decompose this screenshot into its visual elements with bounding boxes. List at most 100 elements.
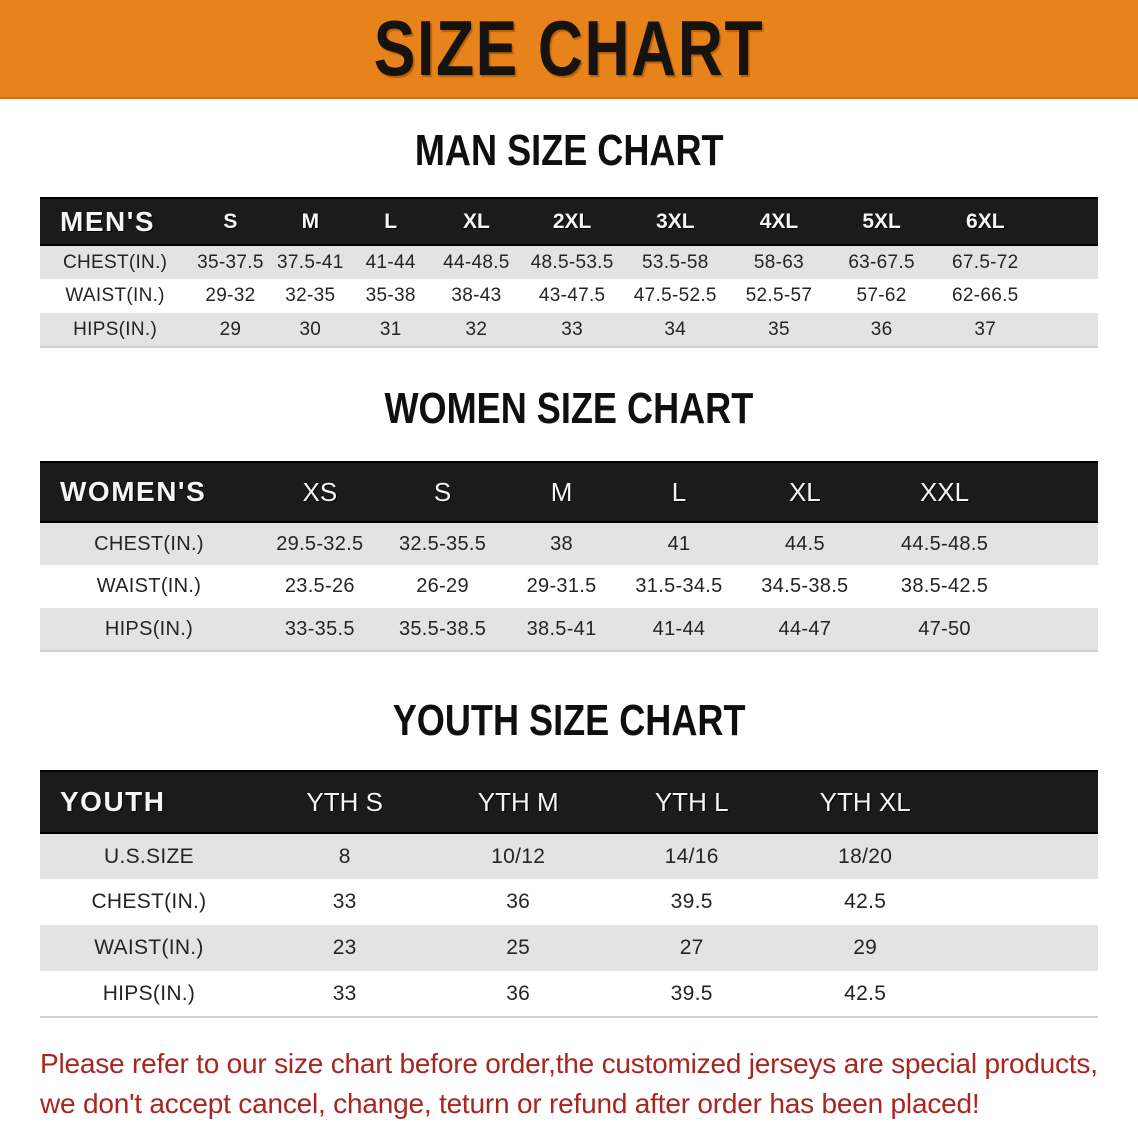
value-cell: 47.5-52.5 [633, 285, 717, 306]
filler-cell [1038, 245, 1098, 279]
value-cell: 36 [506, 981, 531, 1005]
size-header-cell: XS [257, 461, 382, 523]
filler-cell [1038, 279, 1098, 313]
size-header-cell: 3XL [622, 197, 728, 246]
size-header-cell: 4XL [727, 197, 831, 246]
value-cell: 29-31.5 [526, 575, 597, 597]
measurement-row: HIPS(IN.) 33-35.5 35.5-38.5 38.5-41 41-44 44-… [40, 608, 1098, 651]
size-header-cell: 5XL [830, 197, 933, 246]
value-cell: 18/20 [838, 844, 893, 868]
value-cell: 32.5-35.5 [398, 532, 487, 555]
value-cell: 32-35 [285, 285, 336, 306]
measurement-row: CHEST(IN.) 29.5-32.5 32.5-35.5 38 41 44.5 44.5… [40, 522, 1098, 565]
value-cell: 35 [768, 318, 790, 340]
men-size-table: MEN'S S M L XL 2XL 3XL 4XL 5XL 6XL CHEST(IN.) 35-37… [40, 197, 1098, 348]
value-cell: 39.5 [670, 981, 713, 1005]
value-cell: 33 [332, 981, 357, 1005]
size-header-cell: XL [738, 461, 872, 523]
size-header-cell: XXL [871, 461, 1018, 523]
value-cell: 57-62 [856, 285, 907, 306]
youth-size-table: YOUTH YTH S YTH M YTH L YTH XL U.S.SIZE 8 10/12… [40, 770, 1098, 1018]
filler-cell [1018, 565, 1098, 608]
value-cell: 33 [561, 318, 583, 340]
notice-line-1: Please refer to our size chart before or… [40, 1048, 1098, 1079]
size-header-cell: 6XL [932, 197, 1038, 246]
value-cell: 26-29 [416, 575, 469, 597]
value-cell: 31 [379, 318, 402, 340]
value-cell: 63-67.5 [848, 251, 915, 273]
value-cell: 38.5-42.5 [900, 575, 989, 597]
value-cell: 29 [853, 936, 878, 959]
value-cell: 34 [664, 318, 687, 340]
size-header-row: YOUTH YTH S YTH M YTH L YTH XL [40, 770, 1098, 834]
section-men: MAN SIZE CHART MEN'S S M L XL 2XL 3XL 4XL 5XL 6XL… [0, 126, 1138, 348]
value-cell: 37.5-41 [277, 251, 344, 273]
section-women: WOMEN SIZE CHART WOMEN'S XS S M L XL XXL CHEST(… [0, 384, 1138, 652]
size-header-cell: YTH L [604, 770, 779, 834]
row-label-cell: WAIST(IN.) [65, 285, 165, 306]
filler-cell [952, 879, 1098, 925]
measurement-row: U.S.SIZE 8 10/12 14/16 18/20 [40, 833, 1098, 879]
value-cell: 39.5 [670, 890, 713, 913]
filler-cell [952, 971, 1098, 1017]
table-title-cell: WOMEN'S [40, 461, 258, 523]
row-label-cell: HIPS(IN.) [102, 981, 196, 1005]
filler-cell [1038, 313, 1098, 347]
women-section-heading: WOMEN SIZE CHART [0, 384, 1138, 434]
youth-section-heading-text: YOUTH SIZE CHART [392, 696, 746, 745]
footer-notice: Please refer to our size chart before or… [40, 1044, 1138, 1124]
value-cell: 35-38 [365, 285, 416, 306]
value-cell: 41-44 [652, 617, 706, 640]
row-label-cell: CHEST(IN.) [62, 251, 168, 273]
value-cell: 30 [299, 318, 322, 340]
row-label-cell: U.S.SIZE [104, 844, 194, 868]
value-cell: 35-37.5 [197, 251, 264, 273]
value-cell: 44.5-48.5 [900, 532, 989, 555]
size-header-cell: S [190, 197, 271, 246]
value-cell: 32 [465, 318, 488, 340]
filler-header-cell [951, 770, 1098, 834]
value-cell: 53.5-58 [642, 251, 709, 273]
row-label-cell: CHEST(IN.) [94, 532, 204, 555]
row-label-cell: WAIST(IN.) [96, 575, 202, 597]
value-cell: 36 [870, 318, 893, 340]
notice-line-2: we don't accept cancel, change, teturn o… [40, 1088, 980, 1119]
value-cell: 23.5-26 [284, 575, 355, 597]
size-header-cell: M [270, 197, 350, 246]
men-section-heading-text: MAN SIZE CHART [414, 126, 724, 175]
value-cell: 35.5-38.5 [398, 617, 487, 640]
value-cell: 52.5-57 [745, 285, 813, 306]
women-size-table: WOMEN'S XS S M L XL XXL CHEST(IN.) 29.5-32.5 32.5… [40, 461, 1098, 652]
size-header-cell: L [619, 461, 739, 523]
measurement-row: WAIST(IN.) 29-32 32-35 35-38 38-43 43-47.5 47.… [40, 279, 1098, 313]
filler-header-cell [1017, 461, 1098, 523]
value-cell: 41-44 [365, 251, 416, 273]
women-section-heading-text: WOMEN SIZE CHART [384, 384, 754, 433]
value-cell: 48.5-53.5 [530, 251, 614, 273]
size-header-cell: YTH XL [778, 770, 952, 834]
value-cell: 29-32 [205, 285, 256, 306]
value-cell: 8 [338, 844, 351, 868]
size-header-cell: S [381, 461, 504, 523]
measurement-row: CHEST(IN.) 35-37.5 37.5-41 41-44 44-48.5 48.5… [40, 245, 1098, 279]
filler-cell [1018, 608, 1098, 651]
measurement-row: WAIST(IN.) 23.5-26 26-29 29-31.5 31.5-34.5 34… [40, 565, 1098, 608]
value-cell: 29.5-32.5 [276, 532, 364, 555]
value-cell: 27 [679, 936, 704, 959]
value-cell: 14/16 [664, 844, 719, 868]
size-header-cell: YTH M [431, 770, 605, 834]
value-cell: 33 [332, 890, 357, 913]
size-header-cell: YTH S [257, 770, 432, 834]
size-header-row: MEN'S S M L XL 2XL 3XL 4XL 5XL 6XL [40, 197, 1098, 246]
value-cell: 33-35.5 [284, 617, 355, 640]
value-cell: 37 [974, 318, 997, 340]
value-cell: 10/12 [491, 844, 546, 868]
section-youth: YOUTH SIZE CHART YOUTH YTH S YTH M YTH L YTH… [0, 696, 1138, 1018]
value-cell: 42.5 [844, 890, 887, 913]
table-title-cell: MEN'S [40, 197, 191, 246]
filler-cell [1018, 522, 1098, 565]
banner: SIZE CHART [0, 0, 1138, 99]
value-cell: 31.5-34.5 [635, 575, 723, 597]
value-cell: 62-66.5 [952, 285, 1019, 306]
